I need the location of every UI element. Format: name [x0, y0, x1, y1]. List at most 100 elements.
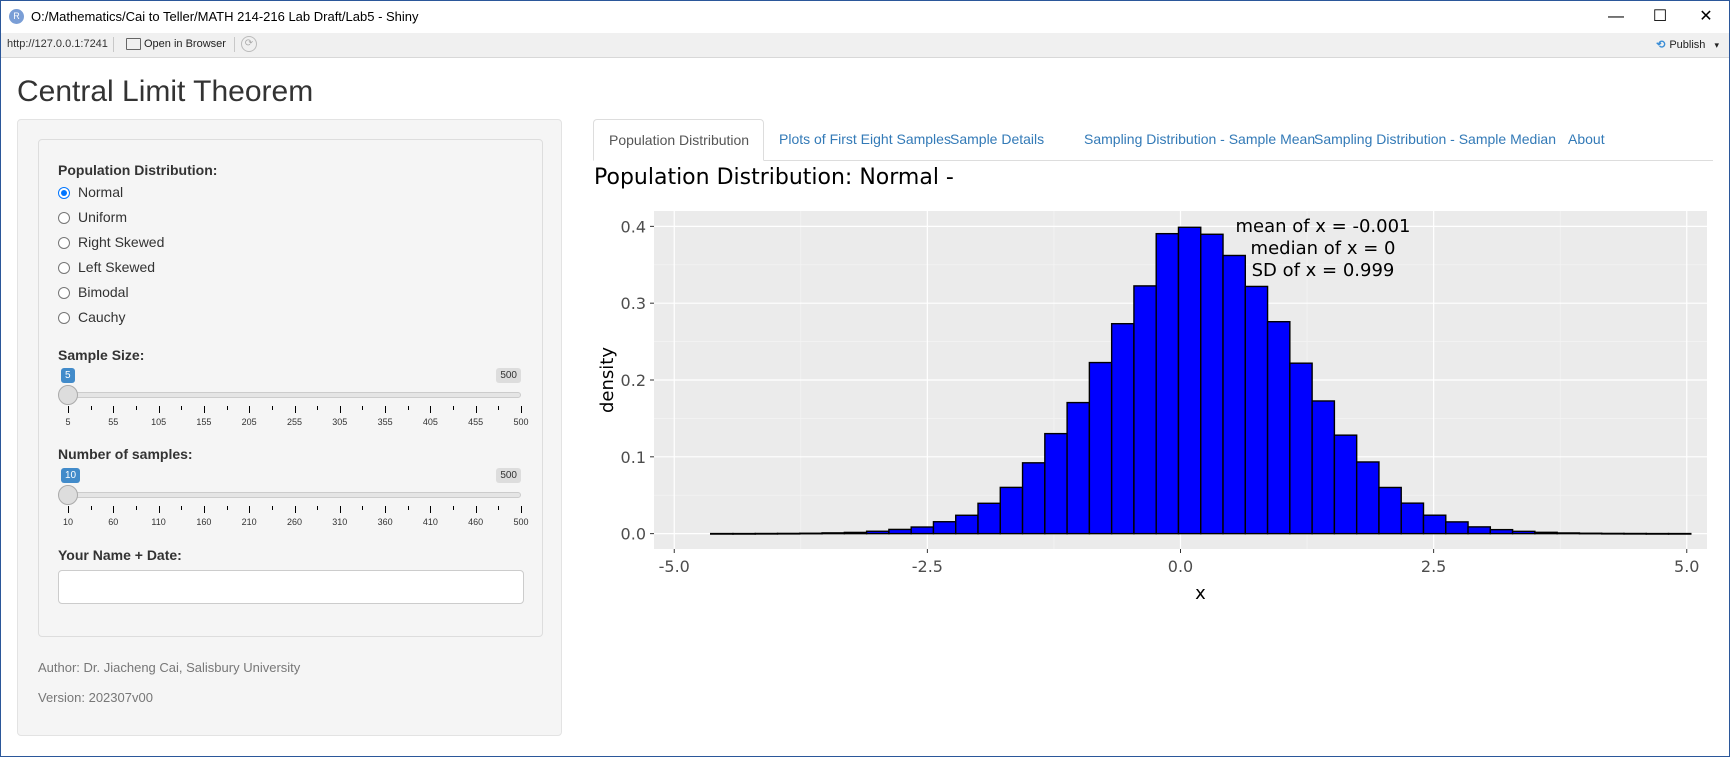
tab-plots-of-first-eight-samples[interactable]: Plots of First Eight Samples — [779, 131, 951, 147]
x-tick-label: -2.5 — [912, 557, 943, 576]
histogram-bar — [1177, 226, 1202, 535]
slider-tick-label: 160 — [196, 517, 212, 527]
slider-tick-label: 10 — [62, 517, 74, 527]
r-logo-icon: R — [9, 9, 24, 24]
number-of-samples-slider[interactable]: 10 500 10 60 110 160 210 260 310 360 410 460 500 — [58, 468, 529, 528]
slider-tick — [453, 406, 455, 410]
slider-tick — [430, 506, 432, 513]
slider-handle[interactable] — [58, 385, 78, 405]
histogram-bar — [999, 486, 1024, 535]
open-in-browser-button[interactable]: Open in Browser — [126, 38, 226, 50]
toolbar-divider — [234, 37, 235, 52]
histogram-bar — [977, 502, 1001, 535]
slider-tick — [294, 406, 296, 413]
y-tick-label: 0.3 — [621, 294, 646, 313]
slider-tick-label: 60 — [108, 517, 119, 527]
slider-tick — [385, 406, 387, 413]
slider-tick — [521, 406, 522, 413]
slider-tick-label: 455 — [468, 417, 484, 427]
tab-about[interactable]: About — [1568, 131, 1605, 147]
refresh-icon[interactable]: ⟳ — [241, 36, 257, 52]
your-name-date-label: Your Name + Date: — [58, 547, 182, 563]
sample-size-label: Sample Size: — [58, 347, 145, 363]
close-button[interactable]: ✕ — [1699, 8, 1713, 25]
slider-tick — [181, 506, 183, 510]
y-tick-label: 0.0 — [621, 525, 646, 544]
histogram-bar — [799, 532, 823, 535]
minimize-button[interactable]: — — [1608, 8, 1624, 25]
slider-tick — [317, 406, 319, 410]
slider-tick-label: 460 — [468, 517, 484, 527]
slider-handle[interactable] — [58, 485, 78, 505]
slider-tick-label: 310 — [332, 517, 348, 527]
slider-tick — [498, 506, 500, 510]
url-display: http://127.0.0.1:7241 — [7, 38, 108, 50]
slider-tick — [203, 506, 205, 513]
x-axis-title: x — [1195, 583, 1206, 604]
publish-button[interactable]: ⟲ Publish ▾ — [1656, 38, 1719, 51]
publish-dropdown-icon: ▾ — [1714, 40, 1719, 50]
slider-tick — [68, 406, 69, 413]
histogram-bar — [1133, 285, 1157, 535]
tab-sampling-distribution-sample-mean[interactable]: Sampling Distribution - Sample Mean — [1084, 131, 1316, 147]
slider-tick-label: 110 — [151, 517, 166, 527]
histogram-bar — [1311, 400, 1336, 535]
slider-tick — [385, 506, 387, 513]
slider-track[interactable] — [68, 392, 521, 398]
histogram-bar — [1155, 232, 1180, 535]
tab-population-distribution[interactable]: Population Distribution — [593, 119, 764, 161]
radio-label: Left Skewed — [78, 259, 156, 275]
histogram-bar — [1534, 531, 1558, 535]
slider-tick-label: 500 — [513, 417, 529, 427]
histogram-bar — [1289, 362, 1313, 535]
slider-tick — [362, 406, 364, 410]
histogram-bar — [1645, 532, 1670, 535]
slider-track[interactable] — [68, 492, 521, 498]
your-name-date-input[interactable] — [58, 570, 524, 604]
histogram-chart: -5.0 -2.5 0.0 2.5 5.0 0.0 0.1 0.2 0.3 0.4 Populati… — [594, 165, 1707, 604]
tab-sampling-distribution-sample-median[interactable]: Sampling Distribution - Sample Median — [1314, 131, 1556, 147]
histogram-bar — [1578, 532, 1603, 535]
radio-button[interactable] — [58, 312, 70, 324]
histogram-bar — [865, 530, 890, 535]
histogram-bar — [1110, 322, 1135, 535]
slider-tick — [203, 406, 205, 413]
slider-tick — [135, 406, 137, 410]
sample-size-slider[interactable]: 5 500 5 55 105 155 205 255 305 355 405 455 500 — [58, 368, 529, 428]
histogram-bar — [732, 532, 756, 535]
radio-label: Normal — [78, 184, 124, 200]
viewer-toolbar: http://127.0.0.1:7241 Open in Browser ⟳ … — [1, 33, 1729, 58]
slider-tick — [475, 506, 477, 513]
histogram-bar — [776, 532, 801, 535]
histogram-bar — [1355, 461, 1380, 535]
sample-size-max: 500 — [496, 368, 521, 383]
number-of-samples-value: 10 — [61, 468, 81, 483]
radio-button[interactable] — [58, 237, 70, 249]
slider-tick — [294, 506, 296, 513]
histogram-bar — [955, 514, 979, 535]
slider-tick-label: 5 — [65, 417, 71, 427]
histogram-bar — [1623, 532, 1647, 535]
histogram-bar — [709, 532, 734, 535]
slider-tick — [271, 506, 273, 510]
histogram-bar — [1066, 401, 1091, 535]
histogram-bar — [843, 531, 868, 535]
stat-annotation: SD of x = 0.999 — [1252, 260, 1395, 281]
slider-tick-label: 155 — [196, 417, 212, 427]
radio-button[interactable] — [58, 212, 70, 224]
radio-button[interactable] — [58, 262, 70, 274]
histogram-bar — [1445, 521, 1469, 535]
histogram-bar — [888, 528, 912, 535]
slider-tick — [158, 406, 160, 413]
chart-title: Population Distribution: Normal - — [594, 165, 954, 190]
radio-button[interactable] — [58, 287, 70, 299]
radio-label: Cauchy — [78, 309, 126, 325]
slider-tick-label: 360 — [377, 517, 393, 527]
tab-sample-details[interactable]: Sample Details — [950, 131, 1045, 147]
maximize-button[interactable]: ☐ — [1652, 8, 1668, 25]
radio-button[interactable] — [58, 187, 70, 199]
slider-ticks: 10 60 110 160 210 260 310 360 410 460 500 — [63, 506, 529, 527]
main-tabs: Population Distribution Plots of First Ei… — [593, 119, 1713, 161]
histogram-bar — [1467, 526, 1492, 535]
page-title: Central Limit Theorem — [17, 75, 314, 108]
